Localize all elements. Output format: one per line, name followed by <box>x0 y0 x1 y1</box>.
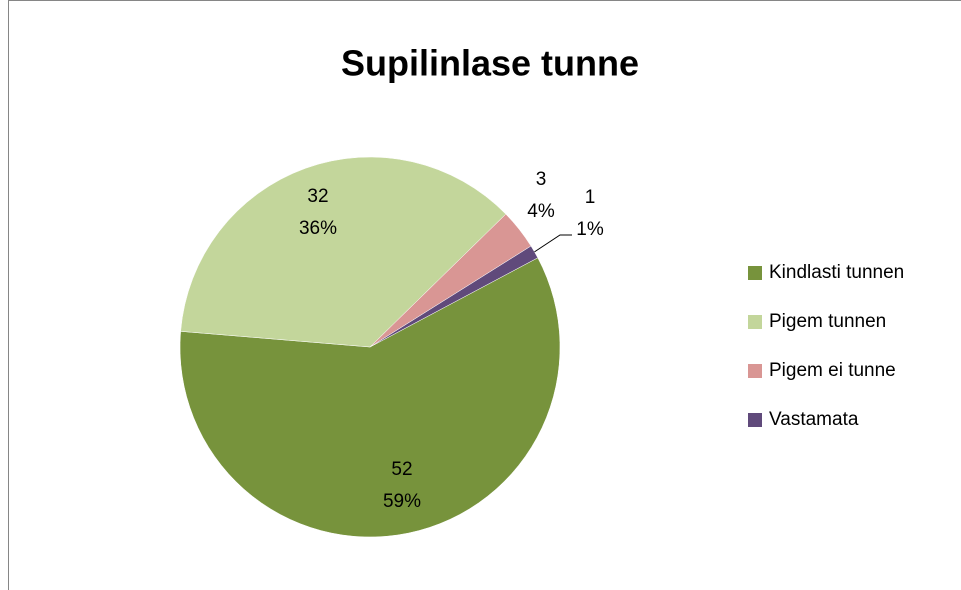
data-label: 52 <box>391 459 412 480</box>
data-label: 59% <box>383 491 421 512</box>
legend-swatch <box>748 315 762 329</box>
chart-title: Supilinlase tunne <box>341 43 639 84</box>
legend-label: Pigem tunnen <box>769 311 886 332</box>
data-label: 4% <box>527 201 555 222</box>
legend-swatch <box>748 266 762 280</box>
data-label: 36% <box>299 218 337 239</box>
data-label: 3 <box>536 169 547 190</box>
data-label: 1 <box>585 187 596 208</box>
legend-label: Kindlasti tunnen <box>769 262 904 283</box>
legend-swatch <box>748 364 762 378</box>
pie-slice <box>369 245 539 348</box>
pie-slice <box>180 156 507 348</box>
legend-label: Vastamata <box>769 409 859 430</box>
legend-label: Pigem ei tunne <box>769 360 896 381</box>
legend-swatch <box>748 413 762 427</box>
data-label: 32 <box>307 186 328 207</box>
pie-slice <box>179 257 561 538</box>
leader-line <box>534 234 572 253</box>
data-label: 1% <box>576 219 604 240</box>
